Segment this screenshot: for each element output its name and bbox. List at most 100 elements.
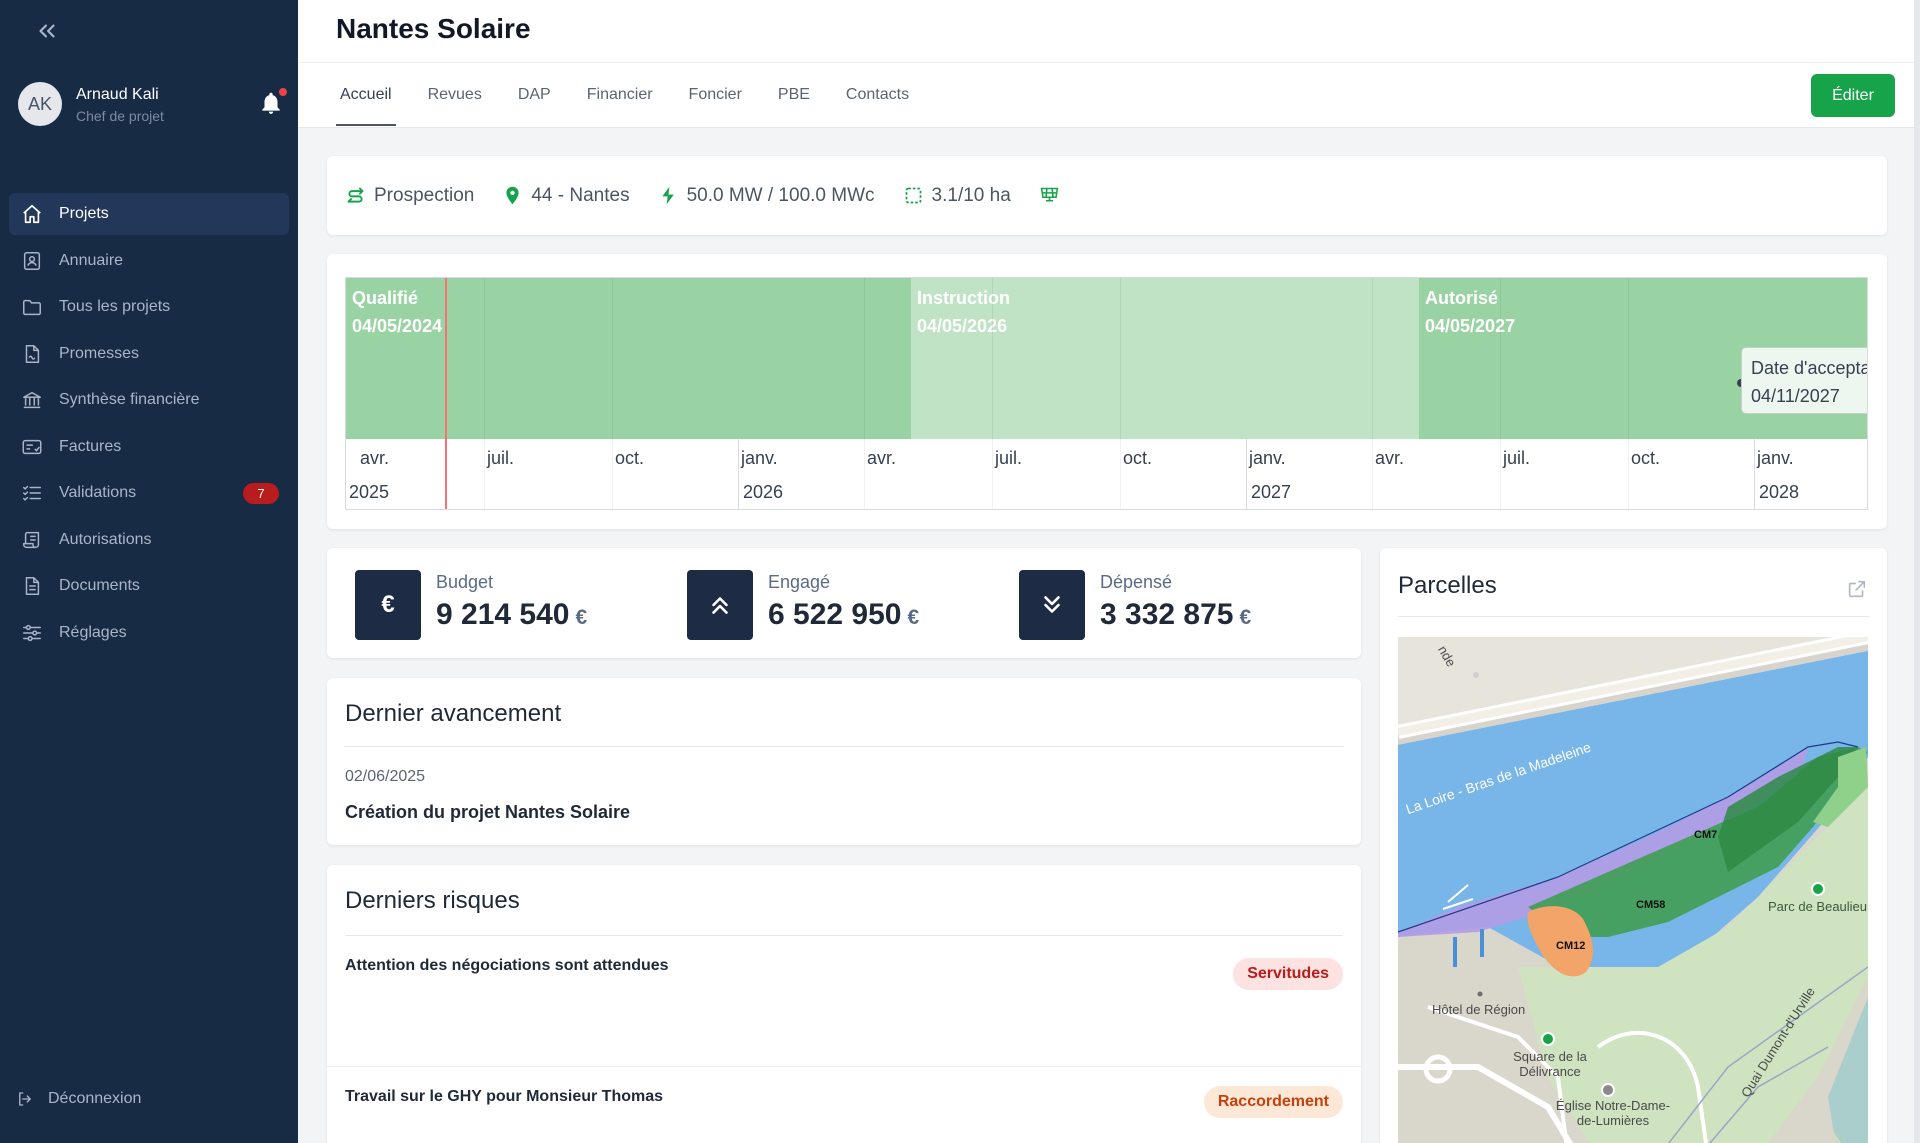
solar-panel-info [1039,185,1068,206]
month-label: oct. [1631,448,1661,468]
latest-risks-card: Derniers risques Attention des négociati… [327,865,1361,1143]
sidebar-item-synthese-financiere[interactable]: Synthèse financière [9,379,289,421]
sidebar-item-label: Factures [59,437,122,455]
user-name: Arnaud Kali [76,86,159,103]
edit-button[interactable]: Éditer [1811,74,1895,117]
milestone-date: 04/11/2027 [1751,386,1840,406]
kpi-amount: 6 522 950 [768,598,902,631]
month-label: juil. [995,448,1023,468]
checklist-icon [23,485,41,501]
month-label: juil. [487,448,515,468]
month-label: juil. [1503,448,1531,468]
risk-text: Travail sur le GHY pour Monsieur Thomas [345,1088,664,1105]
invoice-icon [22,439,42,454]
sidebar-item-validations[interactable]: Validations 7 [9,472,289,514]
bank-icon [23,391,41,409]
kpi-value: 6 522 950 € [768,598,919,632]
milestone-tooltip[interactable]: Date d'acceptation P 04/11/2027 [1741,347,1867,414]
tab-revues[interactable]: Revues [427,86,482,103]
validations-count-badge: 7 [243,483,279,504]
parcel-label-cm7: CM7 [1694,829,1718,841]
grid-line [992,278,993,509]
grid-line [1500,278,1501,509]
place-eglise: Église Notre-Dame-de-Lumières [1555,1098,1671,1128]
euro-icon: € [355,570,421,640]
today-marker [445,278,447,509]
sidebar-item-label: Synthèse financière [59,391,200,408]
sidebar-item-promesses[interactable]: Promesses [9,333,289,375]
page-title: Nantes Solaire [336,13,531,44]
sidebar-item-documents[interactable]: Documents [9,565,289,607]
document-signed-icon [25,344,40,363]
external-link-icon[interactable] [1846,578,1868,600]
status-info: Prospection [345,185,474,207]
sidebar-item-label: Autorisations [59,530,152,548]
grid-line [1120,278,1121,509]
risk-tag: Raccordement [1203,1086,1343,1118]
contact-book-icon [23,251,41,270]
grid-line [612,278,613,509]
kpi-label: Engagé [768,572,831,592]
tab-pbe[interactable]: PBE [777,86,810,103]
scrollbar[interactable] [1914,0,1920,1143]
parcels-map[interactable]: La Loire - Bras de la Madeleine CM7 CM58… [1398,637,1868,1143]
tab-financier[interactable]: Financier [586,86,653,103]
parcel-label-cm12: CM12 [1556,940,1586,952]
tab-foncier[interactable]: Foncier [688,86,742,103]
phase-name: Instruction [917,288,1010,308]
project-info-card: Prospection 44 - Nantes 50.0 MW / 100.0 … [327,156,1887,235]
double-chevron-up-icon [687,570,753,640]
kpi-currency: € [1239,606,1252,629]
risk-item[interactable]: Travail sur le GHY pour Monsieur Thomas … [327,1066,1361,1136]
card-title: Derniers risques [345,887,520,914]
sidebar-item-autorisations[interactable]: Autorisations [9,519,289,561]
logout-button[interactable]: Déconnexion [16,1090,141,1108]
double-chevron-down-icon [1019,570,1085,640]
folder-icon [23,299,41,316]
tab-accueil[interactable]: Accueil [336,80,396,126]
sidebar-item-label: Tous les projets [59,298,171,315]
card-title: Dernier avancement [345,700,562,727]
month-label: janv. [1249,448,1286,468]
sidebar-item-label: Validations [59,484,137,501]
divider [327,1066,1361,1067]
project-timeline[interactable]: Qualifié 04/05/2024 Instruction 04/05/2026… [345,277,1868,510]
collapse-sidebar-icon[interactable] [34,18,60,44]
year-label: 2025 [349,482,390,502]
project-tabs: Accueil Revues DAP Financier Foncier PBE… [336,80,941,126]
sidebar-item-projets[interactable]: Projets [9,193,289,235]
user-profile[interactable]: AK Arnaud Kali Chef de projet [18,82,288,130]
place-hotel-de-region: Hôtel de Région [1432,1002,1526,1017]
status-arrows-icon [347,187,364,203]
grid-line [1628,278,1629,509]
card-title: Parcelles [1398,572,1497,599]
budget-kpis-card: € Budget 9 214 540 € Engagé 6 522 950 € Dé… [327,548,1361,658]
risk-item[interactable]: Attention des négociations sont attendue… [327,935,1361,1066]
sidebar-nav: Projets Annuaire Tous les projets Promes… [9,193,289,658]
risk-tag: Servitudes [1233,958,1343,990]
progress-text: Création du projet Nantes Solaire [345,802,631,822]
sidebar-item-tous-les-projets[interactable]: Tous les projets [9,286,289,328]
grid-line [1372,278,1373,509]
progress-date: 02/06/2025 [345,768,426,785]
year-label: 2026 [743,482,784,502]
map-canvas[interactable] [1398,637,1868,1143]
sidebar-item-label: Promesses [59,344,140,362]
kpi-label: Budget [436,572,494,592]
area-icon [905,187,921,204]
power-text: 50.0 MW / 100.0 MWc [686,184,875,206]
project-header: Nantes Solaire Accueil Revues DAP Financ… [298,0,1920,128]
kpi-currency: € [575,606,588,629]
tab-contacts[interactable]: Contacts [845,86,910,103]
tab-dap[interactable]: DAP [517,86,551,103]
month-label: oct. [1123,448,1153,468]
divider [345,746,1343,747]
map-pin-icon [506,186,519,205]
bell-icon[interactable] [258,90,284,116]
sidebar-item-factures[interactable]: Factures [9,426,289,468]
phase-qualifie: Qualifié 04/05/2024 [346,278,911,439]
sidebar-item-reglages[interactable]: Réglages [9,612,289,654]
month-label: avr. [360,448,390,468]
year-divider [738,439,739,509]
sidebar-item-annuaire[interactable]: Annuaire [9,240,289,282]
